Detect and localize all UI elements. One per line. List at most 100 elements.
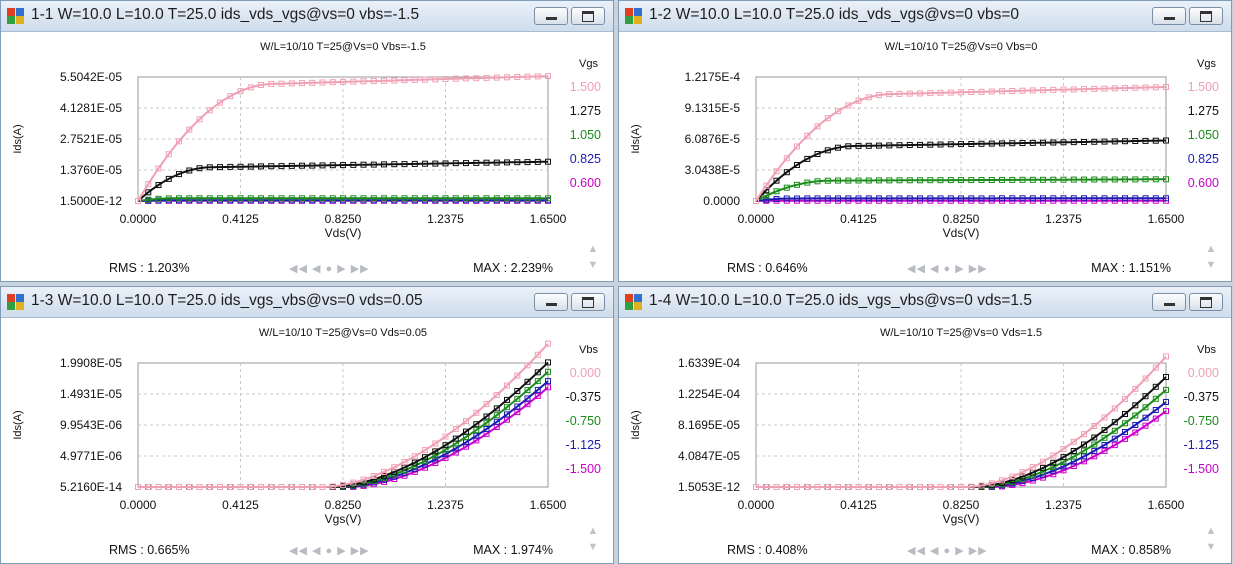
chart-window-1-3[interactable]: 1-3 W=10.0 L=10.0 T=25.0 ids_vgs_vbs@vs=…	[0, 286, 614, 564]
data-point	[473, 427, 480, 434]
legend-entry: 0.600	[1188, 176, 1219, 190]
scroll-up-icon[interactable]: ▲	[1205, 525, 1217, 537]
playback-controls[interactable]: ◀◀ ◀ ● ▶ ▶▶	[907, 263, 988, 275]
x-tick-label: 0.0000	[120, 212, 157, 226]
data-point	[370, 195, 377, 202]
data-point	[463, 418, 469, 425]
data-point	[1101, 195, 1108, 202]
scroll-up-icon[interactable]: ▲	[587, 243, 599, 255]
data-point	[865, 195, 872, 202]
data-point	[1091, 447, 1098, 454]
data-point	[155, 484, 162, 490]
maximize-button[interactable]	[571, 293, 605, 311]
app-icon	[625, 8, 642, 24]
app-icon	[625, 294, 642, 310]
data-point	[514, 403, 521, 410]
data-point	[155, 182, 162, 188]
data-point	[206, 484, 213, 490]
data-point	[999, 88, 1005, 95]
title-bar[interactable]: 1-2 W=10.0 L=10.0 T=25.0 ids_vds_vgs@vs=…	[619, 1, 1231, 32]
data-point	[876, 177, 882, 184]
scroll-down-icon[interactable]: ▼	[587, 259, 599, 271]
data-point	[442, 195, 449, 202]
data-point	[1019, 87, 1026, 94]
data-point	[1050, 139, 1057, 146]
playback-controls[interactable]: ◀◀ ◀ ● ▶ ▶▶	[289, 263, 370, 275]
minimize-button[interactable]	[1152, 293, 1186, 311]
curve-scroller[interactable]: ▲ ▼	[587, 241, 599, 273]
data-point	[473, 75, 480, 82]
data-point	[186, 126, 193, 133]
data-point	[1163, 84, 1169, 90]
curve-scroller[interactable]: ▲ ▼	[1205, 523, 1217, 555]
data-point	[1101, 434, 1108, 441]
data-point	[237, 484, 244, 490]
data-point	[1009, 176, 1016, 183]
scroll-down-icon[interactable]: ▼	[1205, 259, 1217, 271]
playback-controls[interactable]: ◀◀ ◀ ● ▶ ▶▶	[289, 545, 370, 557]
data-point	[753, 198, 759, 204]
data-point	[493, 405, 500, 412]
data-point	[1070, 463, 1077, 469]
scroll-up-icon[interactable]: ▲	[1205, 243, 1217, 255]
curve-scroller[interactable]: ▲ ▼	[1205, 241, 1217, 273]
data-point	[463, 195, 469, 202]
series-4	[135, 73, 551, 204]
playback-controls[interactable]: ◀◀ ◀ ● ▶ ▶▶	[907, 545, 988, 557]
data-point	[534, 158, 541, 165]
title-bar[interactable]: 1-1 W=10.0 L=10.0 T=25.0 ids_vds_vgs@vs=…	[1, 1, 613, 32]
scroll-down-icon[interactable]: ▼	[1205, 541, 1217, 553]
data-point	[411, 195, 418, 202]
data-point	[473, 421, 480, 428]
data-point	[268, 195, 275, 202]
data-point	[968, 89, 975, 95]
data-point	[988, 480, 995, 487]
data-point	[442, 76, 449, 82]
data-point	[329, 195, 336, 202]
data-point	[1070, 176, 1077, 183]
chart-window-1-2[interactable]: 1-2 W=10.0 L=10.0 T=25.0 ids_vds_vgs@vs=…	[618, 0, 1232, 282]
chart-title: W/L=10/10 T=25@Vs=0 Vds=1.5	[880, 327, 1042, 339]
data-point	[370, 473, 377, 479]
data-point	[886, 91, 893, 98]
data-point	[360, 195, 367, 202]
x-tick-label: 0.8250	[943, 212, 980, 226]
data-point	[1163, 408, 1169, 415]
curve-scroller[interactable]: ▲ ▼	[587, 523, 599, 555]
scroll-up-icon[interactable]: ▲	[587, 525, 599, 537]
data-point	[176, 138, 182, 145]
scroll-down-icon[interactable]: ▼	[587, 541, 599, 553]
data-point	[391, 464, 398, 471]
minimize-button[interactable]	[1152, 7, 1186, 25]
data-point	[545, 359, 551, 366]
chart-window-1-4[interactable]: 1-4 W=10.0 L=10.0 T=25.0 ids_vgs_vbs@vs=…	[618, 286, 1232, 564]
data-point	[227, 484, 234, 490]
data-point	[401, 459, 408, 465]
y-tick-label: 1.3760E-05	[60, 163, 122, 177]
legend-entry: 1.500	[570, 80, 601, 94]
data-point	[794, 181, 800, 188]
maximize-button[interactable]	[1189, 7, 1223, 25]
data-point	[463, 75, 469, 82]
data-point	[514, 395, 521, 402]
data-point	[217, 195, 223, 202]
minimize-button[interactable]	[534, 7, 568, 25]
data-point	[278, 163, 285, 170]
chart-window-1-1[interactable]: 1-1 W=10.0 L=10.0 T=25.0 ids_vds_vgs@vs=…	[0, 0, 614, 282]
maximize-button[interactable]	[1189, 293, 1223, 311]
data-point	[886, 195, 893, 202]
data-point	[288, 80, 295, 87]
title-bar[interactable]: 1-4 W=10.0 L=10.0 T=25.0 ids_vgs_vbs@vs=…	[619, 287, 1231, 318]
y-tick-label: 0.0000	[703, 194, 740, 208]
x-tick-label: 1.2375	[427, 212, 464, 226]
data-point	[381, 77, 387, 84]
data-point	[309, 79, 316, 86]
series-line	[138, 343, 549, 488]
data-point	[1132, 402, 1139, 409]
maximize-button[interactable]	[571, 7, 605, 25]
minimize-button[interactable]	[534, 293, 568, 311]
data-point	[422, 457, 428, 464]
data-point	[340, 162, 346, 169]
data-point	[545, 368, 551, 375]
title-bar[interactable]: 1-3 W=10.0 L=10.0 T=25.0 ids_vgs_vbs@vs=…	[1, 287, 613, 318]
